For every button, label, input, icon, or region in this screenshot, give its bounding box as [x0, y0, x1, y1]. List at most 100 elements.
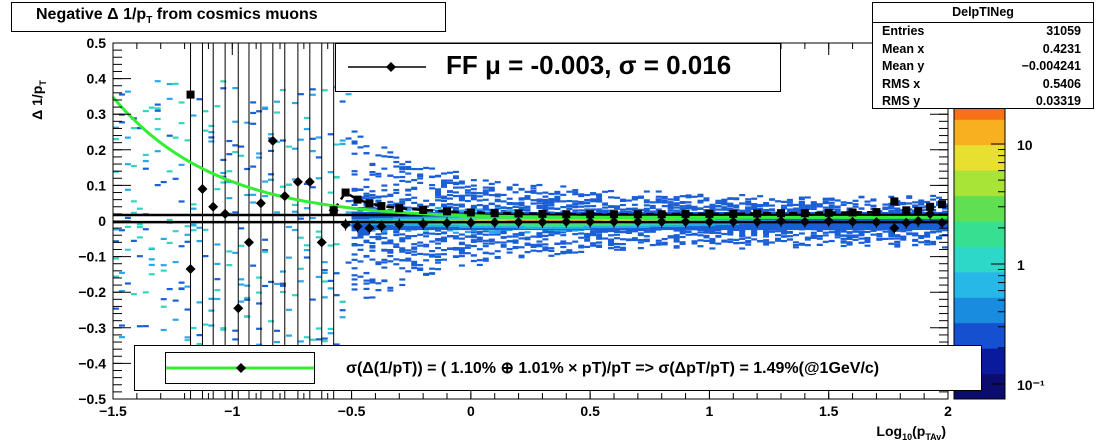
heatmap-cell — [596, 235, 603, 238]
heatmap-cell — [631, 229, 638, 233]
heatmap-cell — [834, 232, 841, 235]
heatmap-cell — [393, 160, 400, 164]
heatmap-cell — [661, 237, 668, 241]
heatmap-cell — [369, 249, 376, 252]
heatmap-cell — [536, 245, 543, 248]
heatmap-cell — [536, 234, 543, 237]
heatmap-cell — [393, 156, 400, 159]
heatmap-cell — [476, 263, 483, 267]
heatmap-cell — [667, 203, 674, 206]
heatmap-cell — [441, 195, 447, 198]
heatmap-cell — [566, 242, 573, 245]
heatmap-cell — [291, 147, 298, 150]
heatmap-cell — [256, 276, 263, 279]
heatmap-cell — [697, 234, 704, 237]
heatmap-cell — [435, 209, 442, 213]
heatmap-cell — [494, 230, 501, 233]
heatmap-cell — [244, 298, 251, 301]
heatmap-cell — [363, 185, 370, 189]
heatmap-cell — [542, 249, 549, 252]
heatmap-cell — [464, 185, 471, 188]
heatmap-cell — [524, 190, 531, 193]
heatmap-cell — [399, 170, 406, 173]
heatmap-cell — [530, 190, 537, 193]
heatmap-cell — [399, 240, 406, 243]
heatmap-cell — [381, 230, 388, 233]
heatmap-cell — [745, 198, 752, 201]
heatmap-cell — [441, 179, 447, 182]
heatmap-cell — [387, 174, 394, 177]
heatmap-cell — [596, 230, 603, 234]
heatmap-cell — [524, 211, 531, 215]
heatmap-cell — [333, 343, 340, 346]
heatmap-cell — [393, 245, 400, 248]
heatmap-cell — [673, 198, 680, 201]
heatmap-cell — [721, 203, 728, 206]
heatmap-cell — [661, 241, 668, 244]
heatmap-cell — [196, 301, 203, 304]
heatmap-cell — [447, 179, 453, 182]
heatmap-cell — [435, 190, 442, 193]
heatmap-cell — [345, 200, 352, 203]
heatmap-cell — [303, 116, 310, 120]
heatmap-cell — [655, 198, 662, 201]
heatmap-cell — [715, 208, 722, 211]
heatmap-cell — [548, 204, 555, 207]
heatmap-cell — [435, 268, 442, 271]
heatmap-cell — [685, 207, 692, 210]
heatmap-cell — [619, 203, 626, 207]
heatmap-cell — [166, 287, 173, 291]
heatmap-cell — [417, 252, 424, 256]
heatmap-cell — [673, 206, 680, 209]
heatmap-cell — [775, 239, 781, 242]
heatmap-cell — [160, 298, 167, 301]
heatmap-cell — [423, 232, 430, 235]
heatmap-cell — [470, 231, 477, 234]
heatmap-cell — [602, 202, 609, 205]
heatmap-cell — [208, 131, 215, 134]
heatmap-cell — [679, 229, 686, 233]
heatmap-cell — [679, 241, 686, 244]
heatmap-cell — [584, 201, 591, 204]
heatmap-cell — [363, 211, 370, 215]
heatmap-cell — [631, 238, 638, 242]
heatmap-cell — [220, 181, 227, 184]
heatmap-cell — [637, 195, 644, 198]
heatmap-cell — [524, 243, 531, 246]
heatmap-cell — [590, 200, 597, 203]
heatmap-cell — [280, 284, 286, 287]
heatmap-cell — [781, 200, 787, 203]
heatmap-cell — [578, 205, 585, 208]
heatmap-cell — [596, 193, 603, 196]
heatmap-cell — [268, 280, 275, 284]
heatmap-cell — [482, 242, 489, 245]
heatmap-cell — [679, 195, 686, 198]
heatmap-cell — [482, 233, 489, 236]
heatmap-cell — [470, 179, 477, 182]
heatmap-cell — [375, 238, 382, 241]
heatmap-cell — [482, 245, 489, 248]
heatmap-cell — [697, 239, 704, 242]
heatmap-cell — [113, 137, 119, 141]
heatmap-cell — [166, 218, 173, 222]
heatmap-cell — [739, 194, 746, 197]
heatmap-cell — [405, 229, 412, 232]
heatmap-cell — [614, 196, 620, 199]
heatmap-cell — [667, 209, 674, 212]
heatmap-cell — [232, 338, 239, 341]
heatmap-cell — [130, 200, 137, 203]
heatmap-cell — [798, 203, 805, 206]
heatmap-cell — [733, 242, 740, 245]
heatmap-cell — [250, 101, 257, 104]
heatmap-cell — [596, 241, 603, 244]
heatmap-cell — [375, 195, 382, 198]
heatmap-cell — [560, 193, 567, 196]
heatmap-cell — [136, 223, 143, 226]
heatmap-cell — [190, 207, 197, 210]
heatmap-cell — [667, 204, 674, 208]
heatmap-cell — [619, 246, 626, 249]
heatmap-cell — [405, 237, 412, 240]
heatmap-cell — [518, 231, 525, 234]
heatmap-cell — [375, 262, 382, 266]
heatmap-cell — [369, 206, 376, 209]
